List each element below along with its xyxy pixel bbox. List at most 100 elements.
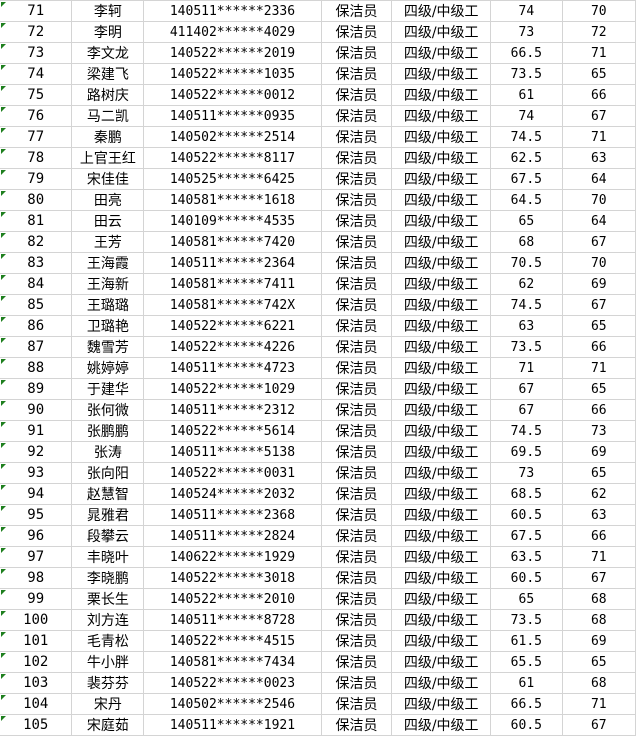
level-cell[interactable]: 四级/中级工 <box>391 210 492 232</box>
row-number-cell[interactable]: 85 <box>0 294 73 316</box>
id-number-cell[interactable]: 140522******4226 <box>143 336 322 358</box>
level-cell[interactable]: 四级/中级工 <box>391 420 492 442</box>
row-number-cell[interactable]: 80 <box>0 189 73 211</box>
job-cell[interactable]: 保洁员 <box>320 588 393 610</box>
name-cell[interactable]: 李晓鹏 <box>71 567 145 589</box>
id-number-cell[interactable]: 140502******2546 <box>143 693 322 715</box>
score1-cell[interactable]: 60.5 <box>490 504 563 526</box>
level-cell[interactable]: 四级/中级工 <box>391 525 492 547</box>
id-number-cell[interactable]: 140522******1035 <box>143 63 322 85</box>
score2-cell[interactable]: 65 <box>561 651 637 673</box>
level-cell[interactable]: 四级/中级工 <box>391 42 492 64</box>
score1-cell[interactable]: 74 <box>490 105 563 127</box>
level-cell[interactable]: 四级/中级工 <box>391 315 492 337</box>
name-cell[interactable]: 秦鹏 <box>71 126 145 148</box>
row-number-cell[interactable]: 99 <box>0 588 73 610</box>
row-number-cell[interactable]: 79 <box>0 168 73 190</box>
job-cell[interactable]: 保洁员 <box>320 84 393 106</box>
name-cell[interactable]: 于建华 <box>71 378 145 400</box>
job-cell[interactable]: 保洁员 <box>320 63 393 85</box>
job-cell[interactable]: 保洁员 <box>320 525 393 547</box>
score2-cell[interactable]: 68 <box>561 609 637 631</box>
score2-cell[interactable]: 71 <box>561 126 637 148</box>
score1-cell[interactable]: 73.5 <box>490 609 563 631</box>
name-cell[interactable]: 裴芬芬 <box>71 672 145 694</box>
score1-cell[interactable]: 66.5 <box>490 693 563 715</box>
name-cell[interactable]: 张何微 <box>71 399 145 421</box>
score1-cell[interactable]: 65 <box>490 210 563 232</box>
id-number-cell[interactable]: 140522******2019 <box>143 42 322 64</box>
name-cell[interactable]: 赵慧智 <box>71 483 145 505</box>
job-cell[interactable]: 保洁员 <box>320 630 393 652</box>
level-cell[interactable]: 四级/中级工 <box>391 672 492 694</box>
score2-cell[interactable]: 69 <box>561 441 637 463</box>
id-number-cell[interactable]: 140522******0031 <box>143 462 322 484</box>
score2-cell[interactable]: 69 <box>561 273 637 295</box>
score1-cell[interactable]: 60.5 <box>490 567 563 589</box>
row-number-cell[interactable]: 81 <box>0 210 73 232</box>
id-number-cell[interactable]: 140522******0023 <box>143 672 322 694</box>
name-cell[interactable]: 上官王红 <box>71 147 145 169</box>
row-number-cell[interactable]: 96 <box>0 525 73 547</box>
level-cell[interactable]: 四级/中级工 <box>391 357 492 379</box>
level-cell[interactable]: 四级/中级工 <box>391 483 492 505</box>
row-number-cell[interactable]: 86 <box>0 315 73 337</box>
row-number-cell[interactable]: 98 <box>0 567 73 589</box>
name-cell[interactable]: 田云 <box>71 210 145 232</box>
row-number-cell[interactable]: 72 <box>0 21 73 43</box>
id-number-cell[interactable]: 140511******2312 <box>143 399 322 421</box>
row-number-cell[interactable]: 104 <box>0 693 73 715</box>
level-cell[interactable]: 四级/中级工 <box>391 294 492 316</box>
row-number-cell[interactable]: 76 <box>0 105 73 127</box>
name-cell[interactable]: 张向阳 <box>71 462 145 484</box>
row-number-cell[interactable]: 78 <box>0 147 73 169</box>
score1-cell[interactable]: 71 <box>490 357 563 379</box>
row-number-cell[interactable]: 88 <box>0 357 73 379</box>
score1-cell[interactable]: 73 <box>490 462 563 484</box>
score2-cell[interactable]: 72 <box>561 21 637 43</box>
id-number-cell[interactable]: 140581******7434 <box>143 651 322 673</box>
job-cell[interactable]: 保洁员 <box>320 273 393 295</box>
score1-cell[interactable]: 67.5 <box>490 168 563 190</box>
level-cell[interactable]: 四级/中级工 <box>391 441 492 463</box>
level-cell[interactable]: 四级/中级工 <box>391 588 492 610</box>
name-cell[interactable]: 段攀云 <box>71 525 145 547</box>
score2-cell[interactable]: 67 <box>561 105 637 127</box>
job-cell[interactable]: 保洁员 <box>320 609 393 631</box>
score2-cell[interactable]: 73 <box>561 420 637 442</box>
score1-cell[interactable]: 64.5 <box>490 189 563 211</box>
score2-cell[interactable]: 66 <box>561 399 637 421</box>
row-number-cell[interactable]: 83 <box>0 252 73 274</box>
id-number-cell[interactable]: 140581******1618 <box>143 189 322 211</box>
level-cell[interactable]: 四级/中级工 <box>391 168 492 190</box>
level-cell[interactable]: 四级/中级工 <box>391 714 492 736</box>
job-cell[interactable]: 保洁员 <box>320 546 393 568</box>
id-number-cell[interactable]: 140522******6221 <box>143 315 322 337</box>
level-cell[interactable]: 四级/中级工 <box>391 567 492 589</box>
score1-cell[interactable]: 62.5 <box>490 147 563 169</box>
job-cell[interactable]: 保洁员 <box>320 231 393 253</box>
row-number-cell[interactable]: 71 <box>0 0 73 22</box>
score2-cell[interactable]: 65 <box>561 315 637 337</box>
score2-cell[interactable]: 69 <box>561 630 637 652</box>
row-number-cell[interactable]: 90 <box>0 399 73 421</box>
job-cell[interactable]: 保洁员 <box>320 42 393 64</box>
job-cell[interactable]: 保洁员 <box>320 189 393 211</box>
score1-cell[interactable]: 61 <box>490 672 563 694</box>
name-cell[interactable]: 姚婷婷 <box>71 357 145 379</box>
job-cell[interactable]: 保洁员 <box>320 420 393 442</box>
id-number-cell[interactable]: 140522******2010 <box>143 588 322 610</box>
job-cell[interactable]: 保洁员 <box>320 399 393 421</box>
id-number-cell[interactable]: 140511******8728 <box>143 609 322 631</box>
id-number-cell[interactable]: 140522******0012 <box>143 84 322 106</box>
job-cell[interactable]: 保洁员 <box>320 21 393 43</box>
row-number-cell[interactable]: 91 <box>0 420 73 442</box>
score1-cell[interactable]: 61.5 <box>490 630 563 652</box>
score1-cell[interactable]: 65.5 <box>490 651 563 673</box>
level-cell[interactable]: 四级/中级工 <box>391 609 492 631</box>
score2-cell[interactable]: 65 <box>561 378 637 400</box>
job-cell[interactable]: 保洁员 <box>320 357 393 379</box>
score1-cell[interactable]: 68.5 <box>490 483 563 505</box>
name-cell[interactable]: 李文龙 <box>71 42 145 64</box>
score2-cell[interactable]: 71 <box>561 42 637 64</box>
